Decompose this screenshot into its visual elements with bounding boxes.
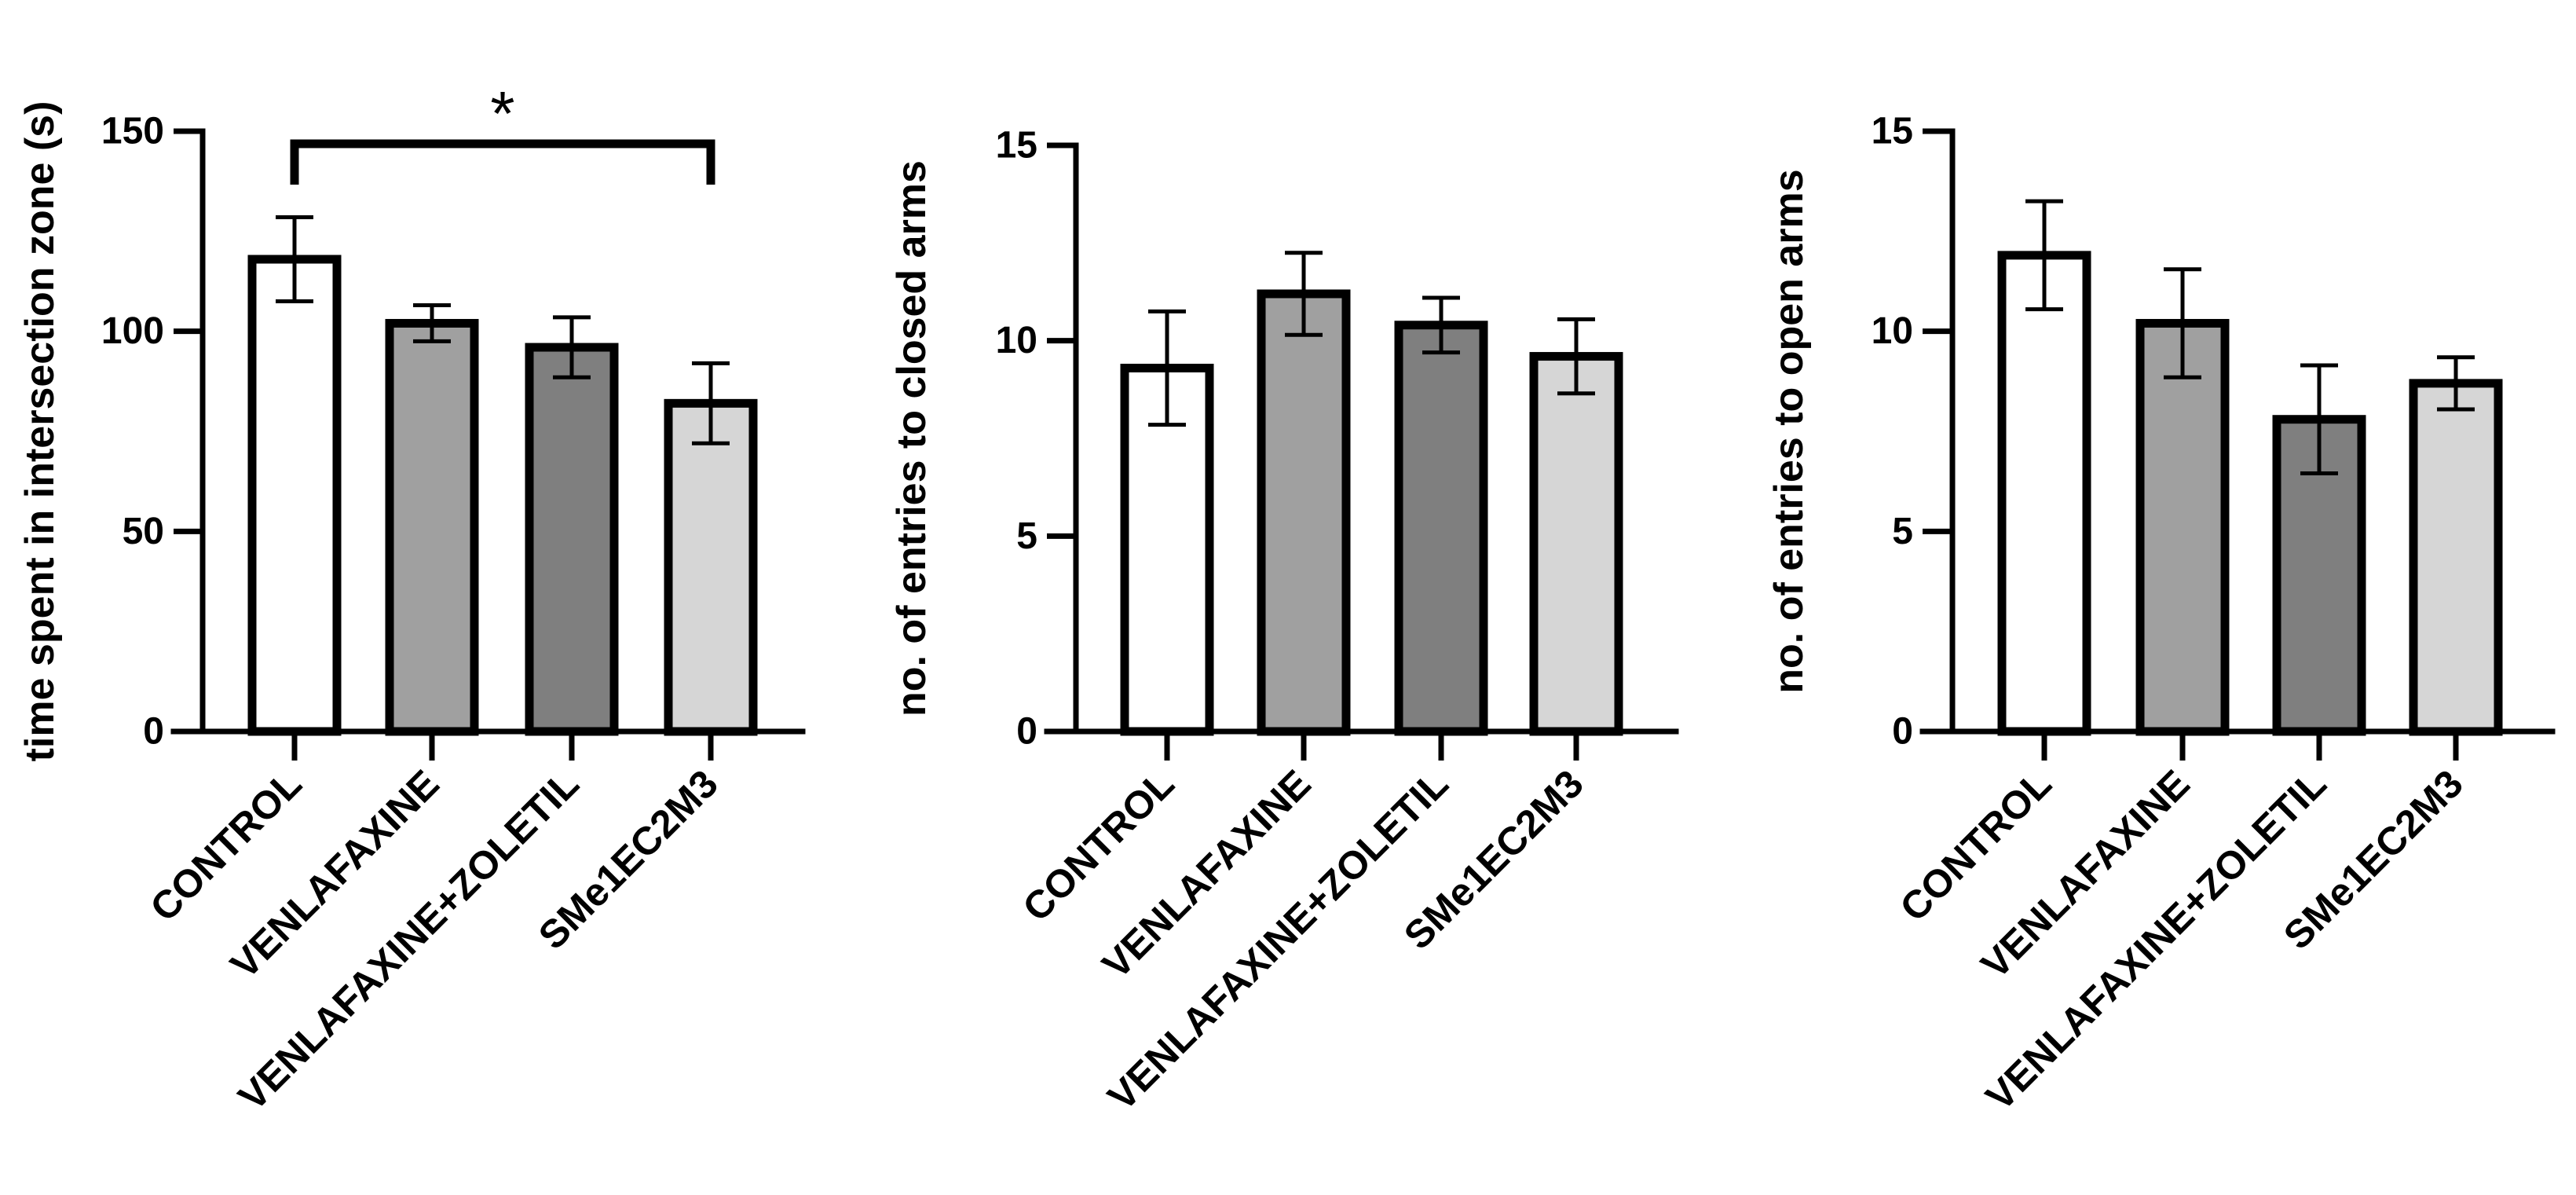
- y-axis-title: no. of entries to closed arms: [889, 160, 935, 717]
- error-bar-control: [2025, 199, 2063, 312]
- error-bar-venlafaxine-zoletil: [2300, 363, 2338, 475]
- y-tick-label: 5: [1892, 511, 1913, 552]
- error-bar-control: [276, 215, 313, 303]
- panel-entries-open-arms: 051015CONTROLVENLAFAXINEVENLAFAXINE+ZOLE…: [1766, 111, 2556, 1119]
- error-bar-venlafaxine-zoletil: [553, 315, 591, 379]
- y-axis-title: time spent in intersection zone (s): [17, 101, 63, 762]
- error-bar-venlafaxine: [1285, 251, 1323, 337]
- bar-venlafaxine-zoletil: [1394, 321, 1488, 736]
- bar-sme1ec2m3: [664, 398, 758, 736]
- y-axis-title: no. of entries to open arms: [1766, 169, 1812, 693]
- y-tick-label: 10: [996, 320, 1037, 361]
- y-tick-label: 100: [101, 310, 164, 352]
- y-tick-label: 0: [143, 711, 164, 753]
- y-tick-label: 15: [1872, 111, 1913, 152]
- y-tick-label: 15: [996, 125, 1037, 167]
- significance-bracket: [290, 139, 715, 185]
- bar-sme1ec2m3: [2409, 379, 2503, 736]
- error-bar-venlafaxine: [413, 303, 451, 343]
- bar-venlafaxine-zoletil: [525, 343, 619, 736]
- error-bar-sme1ec2m3: [692, 361, 730, 445]
- bar-venlafaxine: [1257, 289, 1351, 736]
- bar-control: [1997, 251, 2091, 736]
- bar-control: [247, 255, 342, 736]
- y-tick-label: 50: [123, 511, 164, 552]
- panel-time-in-intersection-zone: 050100150CONTROLVENLAFAXINEVENLAFAXINE+Z…: [17, 79, 806, 1119]
- y-tick-label: 150: [101, 111, 164, 152]
- error-bar-venlafaxine: [2164, 267, 2201, 379]
- panel-entries-closed-arms: 051015CONTROLVENLAFAXINEVENLAFAXINE+ZOLE…: [889, 125, 1679, 1119]
- bar-control: [1120, 363, 1214, 736]
- error-bar-control: [1148, 309, 1186, 427]
- error-bar-sme1ec2m3: [1557, 317, 1595, 396]
- y-tick-label: 0: [1892, 711, 1913, 753]
- bar-venlafaxine: [2135, 318, 2230, 736]
- significance-label: *: [490, 79, 514, 148]
- error-bar-venlafaxine-zoletil: [1422, 295, 1460, 355]
- bar-venlafaxine: [385, 318, 479, 736]
- y-tick-label: 10: [1872, 310, 1913, 352]
- error-bar-sme1ec2m3: [2437, 355, 2475, 412]
- y-tick-label: 5: [1016, 515, 1037, 557]
- bar-sme1ec2m3: [1529, 352, 1623, 736]
- y-tick-label: 0: [1016, 711, 1037, 753]
